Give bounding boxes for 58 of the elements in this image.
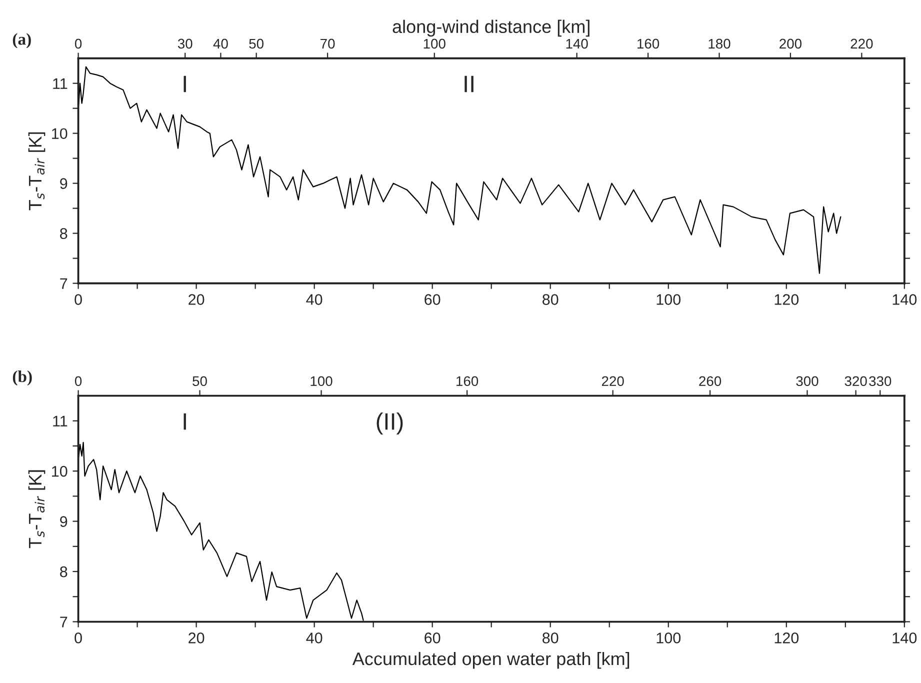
x2-tick-label: 320: [844, 376, 867, 386]
x-tick-label: 60: [424, 294, 440, 305]
text: (a): [12, 33, 31, 48]
y-tick-label: 8: [60, 228, 68, 239]
x2-tick-label: 0: [74, 376, 82, 386]
x-tick-label: 80: [542, 632, 558, 644]
x2-axis-title: along-wind distance [km]: [392, 20, 590, 37]
annotation: I: [184, 76, 186, 92]
line-series: [78, 66, 842, 274]
x-tick-label: 40: [306, 294, 322, 305]
x2-tick-label: 160: [638, 38, 660, 49]
x-tick-label: 80: [542, 294, 558, 305]
x2-tick-label: 200: [780, 38, 802, 49]
x-tick-label: 100: [656, 632, 681, 644]
x-tick-label: 0: [74, 294, 82, 305]
y-axis-title: T$_{s}$-T$_{air}$ [K]: [28, 470, 46, 548]
annotation: I: [184, 413, 186, 430]
line-series: [78, 442, 364, 621]
annotation: (II): [376, 412, 403, 435]
x2-tick-label: 50: [192, 376, 207, 386]
x2-tick-label: 0: [74, 38, 82, 49]
y-tick-label: 10: [52, 466, 68, 477]
x2-tick-label: 50: [249, 38, 264, 49]
x2-tick-label: 100: [310, 376, 332, 386]
x2-tick-label: 180: [708, 38, 730, 49]
x2-tick-label: 220: [850, 38, 873, 49]
x-tick-label: 120: [774, 294, 799, 305]
x-tick-label: 60: [424, 632, 440, 644]
y-tick-label: 11: [53, 416, 68, 426]
y-tick-label: 10: [52, 128, 68, 140]
x2-tick-label: 30: [178, 38, 192, 49]
x2-tick-label: 70: [320, 38, 335, 49]
y-tick-label: 9: [60, 178, 68, 190]
x-tick-label: 0: [74, 632, 82, 644]
y-tick-label: 11: [53, 78, 68, 89]
x-tick-label: 20: [188, 632, 204, 644]
y-axis-title: T$_{s}$-T$_{air}$ [K]: [28, 132, 46, 210]
text: (b): [12, 370, 32, 386]
x2-tick-label: 140: [566, 38, 588, 49]
x2-tick-label: 160: [456, 376, 478, 386]
x-tick-label: 140: [892, 632, 917, 644]
x-tick-label: 140: [892, 294, 917, 305]
x-tick-label: 120: [774, 632, 799, 644]
annotation: II: [464, 76, 474, 92]
x2-tick-label: 220: [602, 376, 624, 386]
y-tick-label: 8: [60, 566, 68, 578]
x2-tick-label: 40: [213, 38, 228, 49]
x-axis-title: Accumulated open water path [km]: [352, 652, 630, 669]
x-tick-label: 100: [656, 294, 681, 305]
x2-tick-label: 260: [699, 376, 722, 386]
x-tick-label: 20: [188, 294, 204, 305]
x2-tick-label: 330: [869, 376, 892, 386]
x-tick-label: 40: [306, 632, 322, 644]
x2-tick-label: 300: [796, 376, 818, 386]
y-tick-label: 9: [60, 516, 68, 527]
y-tick-label: 7: [60, 616, 68, 628]
y-tick-label: 7: [60, 278, 68, 289]
x2-tick-label: 100: [424, 38, 446, 49]
